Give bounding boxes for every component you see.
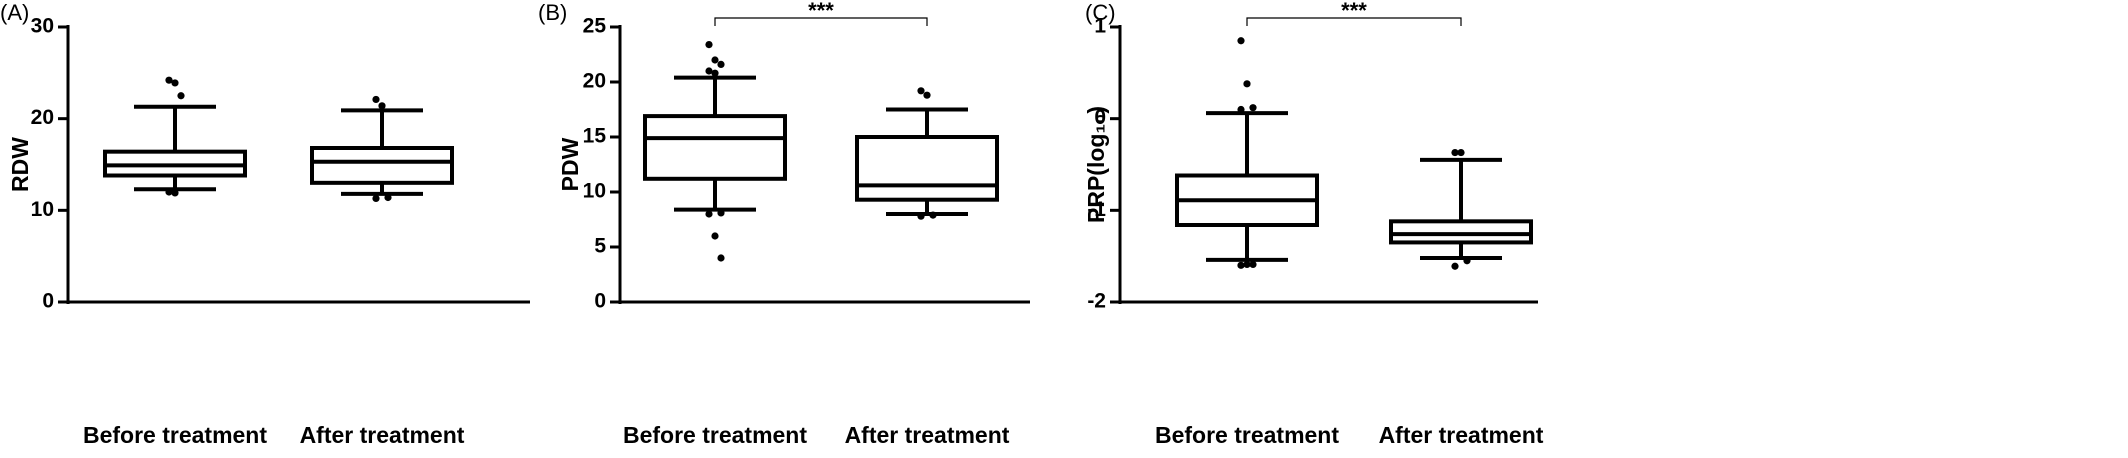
outlier: [705, 210, 713, 218]
y-tick-label: 15: [583, 125, 607, 148]
y-tick-label: -1: [1087, 198, 1106, 221]
outlier: [384, 193, 392, 202]
outlier: [1249, 260, 1257, 269]
outlier: [165, 188, 173, 196]
outlier: [1237, 37, 1245, 45]
y-tick-label: 10: [583, 180, 606, 203]
outlier: [711, 69, 719, 77]
outlier: [1249, 104, 1257, 112]
outlier: [1243, 260, 1251, 269]
y-axis-label: RDW: [7, 137, 33, 192]
significance-bracket: [1246, 17, 1462, 26]
y-axis-label: PDW: [557, 137, 583, 191]
outlier: [1451, 148, 1459, 157]
y-tick-label: 10: [31, 198, 54, 221]
x-tick-label: Before treatment: [83, 422, 267, 448]
box: [643, 114, 787, 181]
outlier: [917, 87, 925, 95]
outlier: [171, 189, 179, 197]
x-tick-label: After treatment: [1379, 422, 1544, 448]
outlier: [372, 194, 380, 203]
outlier: [705, 67, 713, 75]
outlier: [1451, 262, 1459, 270]
outlier: [1237, 261, 1245, 269]
y-tick-label: 1: [1094, 15, 1106, 38]
outlier: [378, 102, 386, 110]
outlier: [711, 56, 719, 64]
panel-label: (B): [538, 0, 567, 25]
y-tick-label: 25: [583, 15, 607, 38]
outlier: [929, 211, 937, 219]
outlier: [717, 60, 725, 68]
outlier: [923, 91, 931, 99]
outlier: [917, 212, 925, 220]
outlier: [717, 209, 725, 217]
outlier: [177, 92, 185, 100]
outlier: [705, 41, 713, 49]
outlier: [171, 79, 179, 87]
y-tick-label: 5: [594, 235, 606, 258]
outlier: [165, 76, 173, 84]
box: [855, 135, 999, 202]
outlier: [1457, 148, 1465, 157]
y-tick-label: 20: [31, 106, 54, 129]
panel-label: (C): [1085, 0, 1116, 25]
y-axis-label: PRP(log₁₀): [1083, 106, 1109, 223]
box: [310, 146, 454, 185]
outlier: [372, 95, 380, 104]
outlier: [1237, 105, 1245, 114]
outlier: [711, 232, 719, 240]
outlier: [1243, 80, 1251, 88]
y-tick-label: 20: [583, 70, 606, 93]
x-tick-label: Before treatment: [623, 422, 807, 448]
y-tick-label: 0: [42, 290, 54, 313]
box: [1389, 219, 1533, 245]
x-tick-label: After treatment: [300, 422, 465, 448]
x-tick-label: After treatment: [845, 422, 1010, 448]
significance-label: ***: [1341, 0, 1367, 23]
significance-bracket: [714, 17, 928, 26]
x-tick-label: Before treatment: [1155, 422, 1339, 448]
y-tick-label: -2: [1087, 290, 1106, 313]
outlier: [717, 254, 725, 262]
y-tick-label: 0: [1094, 106, 1106, 129]
y-tick-label: 30: [31, 15, 54, 38]
significance-label: ***: [808, 0, 834, 23]
panel-label: (A): [0, 0, 29, 25]
y-tick-label: 0: [594, 290, 606, 313]
outlier: [1463, 257, 1471, 265]
